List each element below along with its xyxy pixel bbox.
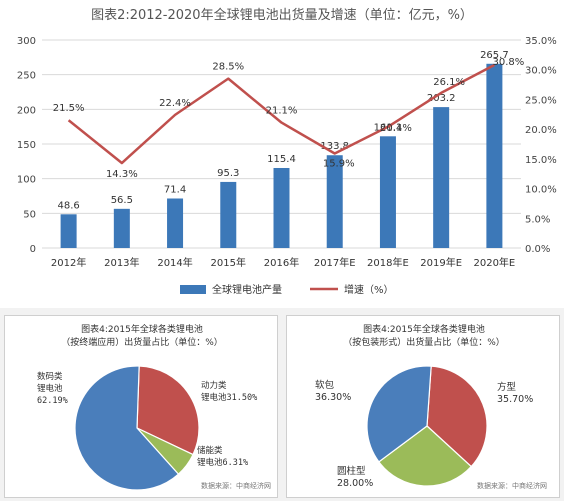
pie1-label-storage: 储能类 锂电池6.31%	[197, 446, 249, 468]
legend-label-line: 增速（%）	[344, 283, 394, 296]
y-left-tick: 250	[17, 71, 36, 82]
pie2-title-line1: 图表4:2015年全球各类锂电池	[363, 325, 485, 335]
pie2-label-prismatic: 方型 35.70%	[497, 382, 534, 405]
y-right-tick: 0.0%	[525, 244, 550, 255]
y-right-tick: 35.0%	[525, 36, 557, 47]
bar	[326, 155, 343, 248]
bar-value-label: 203.2	[427, 93, 456, 104]
growth-value-label: 22.4%	[159, 98, 191, 109]
pie2-title-line2: （按包装形式）出货量占比（单位：%）	[343, 338, 505, 348]
pie1-source: 数据来源：中商经济网	[201, 482, 271, 490]
pie-chart-application	[74, 365, 200, 491]
x-tick-label: 2018年E	[367, 256, 409, 269]
y-right-tick: 30.0%	[525, 66, 557, 77]
y-right-tick: 10.0%	[525, 185, 557, 196]
growth-value-label: 21.1%	[266, 106, 298, 117]
bar	[486, 63, 503, 248]
pie-chart-packaging	[366, 365, 488, 487]
pie2-source: 数据来源：中商经济网	[477, 482, 547, 490]
bar	[113, 208, 130, 248]
legend-swatch-bar	[180, 285, 206, 294]
y-left-tick: 50	[23, 209, 36, 220]
growth-value-label: 21.5%	[53, 103, 85, 114]
growth-value-label: 15.9%	[323, 159, 355, 170]
pie2-label-soft: 软包 36.30%	[315, 380, 352, 403]
y-left-tick: 0	[30, 244, 36, 255]
pie2-label-cylindrical: 圆柱型 28.00%	[337, 466, 374, 489]
x-tick-label: 2016年	[264, 256, 299, 269]
growth-value-label: 26.1%	[433, 77, 465, 88]
bar	[273, 167, 290, 248]
y-right-tick: 25.0%	[525, 95, 557, 106]
bar-value-label: 265.7	[480, 50, 509, 61]
x-tick-label: 2017年E	[314, 256, 356, 269]
pie-slice	[378, 425, 473, 487]
combo-chart: 0 50 100 150 200 250 300 0.0% 5.0% 10.0% 15.0% 20.0…	[17, 36, 557, 296]
growth-value-label: 20.4%	[380, 123, 412, 134]
pie1-title-line2: （按终端应用）出货量占比（单位：%）	[61, 338, 223, 348]
combo-chart-panel: 图表2:2012-2020年全球锂电池出货量及增速（单位：亿元，%） 0 50 10…	[0, 0, 564, 308]
bar-value-label: 71.4	[164, 184, 186, 195]
bar-value-label: 115.4	[267, 154, 296, 165]
bar-value-label: 133.8	[320, 141, 349, 152]
bar-value-label: 95.3	[217, 168, 239, 179]
pie-chart-panel-application: 图表4:2015年全球各类锂电池 （按终端应用）出货量占比（单位：%） 数码类 …	[4, 315, 278, 498]
y-right-tick: 20.0%	[525, 125, 557, 136]
growth-value-label: 14.3%	[106, 169, 138, 180]
y-left-tick: 300	[17, 36, 36, 47]
x-tick-label: 2013年	[104, 256, 139, 269]
pie-slice	[136, 365, 200, 456]
bar	[379, 136, 396, 248]
x-tick-label: 2014年	[157, 256, 192, 269]
y-right-tick: 5.0%	[525, 214, 550, 225]
x-tick-label: 2015年	[211, 256, 246, 269]
x-tick-label: 2020年E	[473, 256, 515, 269]
bar	[220, 181, 237, 248]
pie-slice	[74, 365, 180, 491]
bar	[167, 198, 184, 248]
pie1-label-power: 动力类 锂电池31.50%	[201, 381, 258, 403]
y-left-tick: 100	[17, 175, 36, 186]
y-left-tick: 150	[17, 140, 36, 151]
bar	[433, 107, 450, 248]
y-left-tick: 200	[17, 105, 36, 116]
bar	[60, 214, 77, 248]
x-tick-label: 2019年E	[420, 256, 462, 269]
pie-slice	[366, 365, 432, 463]
bar-value-label: 48.6	[57, 200, 79, 211]
pie-slice	[426, 365, 488, 468]
x-tick-label: 2012年	[51, 256, 86, 269]
bar-value-label: 56.5	[111, 195, 133, 206]
pie-chart-panel-packaging: 图表4:2015年全球各类锂电池 （按包装形式）出货量占比（单位：%） 软包 3…	[286, 315, 560, 498]
growth-value-label: 30.8%	[492, 57, 524, 68]
legend-label-bar: 全球锂电池产量	[212, 283, 282, 296]
growth-value-label: 28.5%	[212, 62, 244, 73]
pie1-label-digital: 数码类 锂电池 62.19%	[37, 372, 68, 406]
y-right-tick: 15.0%	[525, 155, 557, 166]
pie1-title-line1: 图表4:2015年全球各类锂电池	[81, 325, 203, 335]
chart-title: 图表2:2012-2020年全球锂电池出货量及增速（单位：亿元，%）	[91, 8, 473, 23]
